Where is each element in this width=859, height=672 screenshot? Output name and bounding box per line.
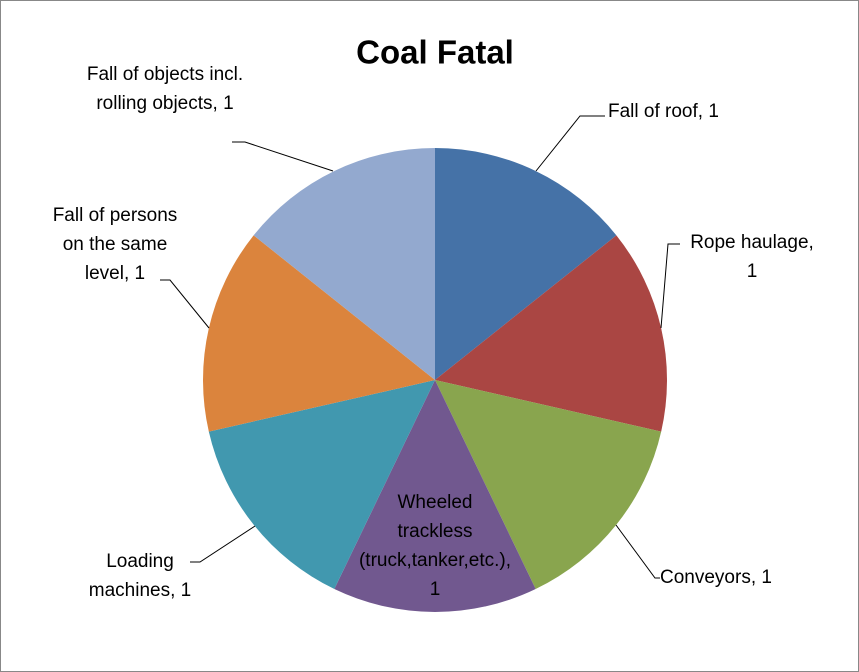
label-line: machines, 1: [89, 580, 191, 601]
pie-slice: [334, 380, 536, 612]
label-line: on the same: [63, 234, 168, 255]
pie-slice: [203, 235, 435, 432]
label-line: 1: [747, 261, 758, 282]
label-line: Rope haulage,: [690, 232, 814, 253]
leader-line: [660, 243, 680, 329]
data-label: Fall of objects incl. rolling objects, 1: [87, 64, 243, 114]
pie-slice: [253, 148, 435, 380]
leader-line: [535, 115, 605, 172]
leader-line: [232, 141, 334, 172]
label-line: rolling objects, 1: [96, 93, 233, 114]
leader-line: [160, 279, 210, 329]
label-line: Fall of persons: [53, 205, 178, 226]
pie-slice: [435, 148, 617, 380]
label-line: Fall of objects incl.: [87, 64, 243, 85]
data-label: Loading machines, 1: [89, 551, 191, 601]
label-line: 1: [430, 579, 441, 600]
label-line: Conveyors, 1: [660, 567, 772, 588]
pie-slice: [435, 235, 668, 432]
data-label: Fall of persons on the same level, 1: [53, 205, 178, 284]
label-line: level, 1: [85, 263, 145, 284]
label-line: (truck,tanker,etc.),: [359, 550, 511, 571]
leader-line: [190, 525, 256, 563]
data-label: Fall of roof, 1: [608, 101, 719, 122]
data-label: Rope haulage, 1: [690, 232, 814, 282]
chart-title: Coal Fatal: [356, 34, 514, 71]
leader-line: [615, 524, 660, 579]
label-line: Loading: [106, 551, 174, 572]
label-line: Fall of roof, 1: [608, 101, 719, 122]
data-label: Wheeled trackless (truck,tanker,etc.), 1: [359, 492, 511, 600]
pie-slice: [208, 380, 435, 590]
label-line: trackless: [398, 521, 473, 542]
label-line: Wheeled: [398, 492, 473, 513]
data-label: Conveyors, 1: [660, 567, 772, 588]
pie-slice: [435, 380, 662, 590]
